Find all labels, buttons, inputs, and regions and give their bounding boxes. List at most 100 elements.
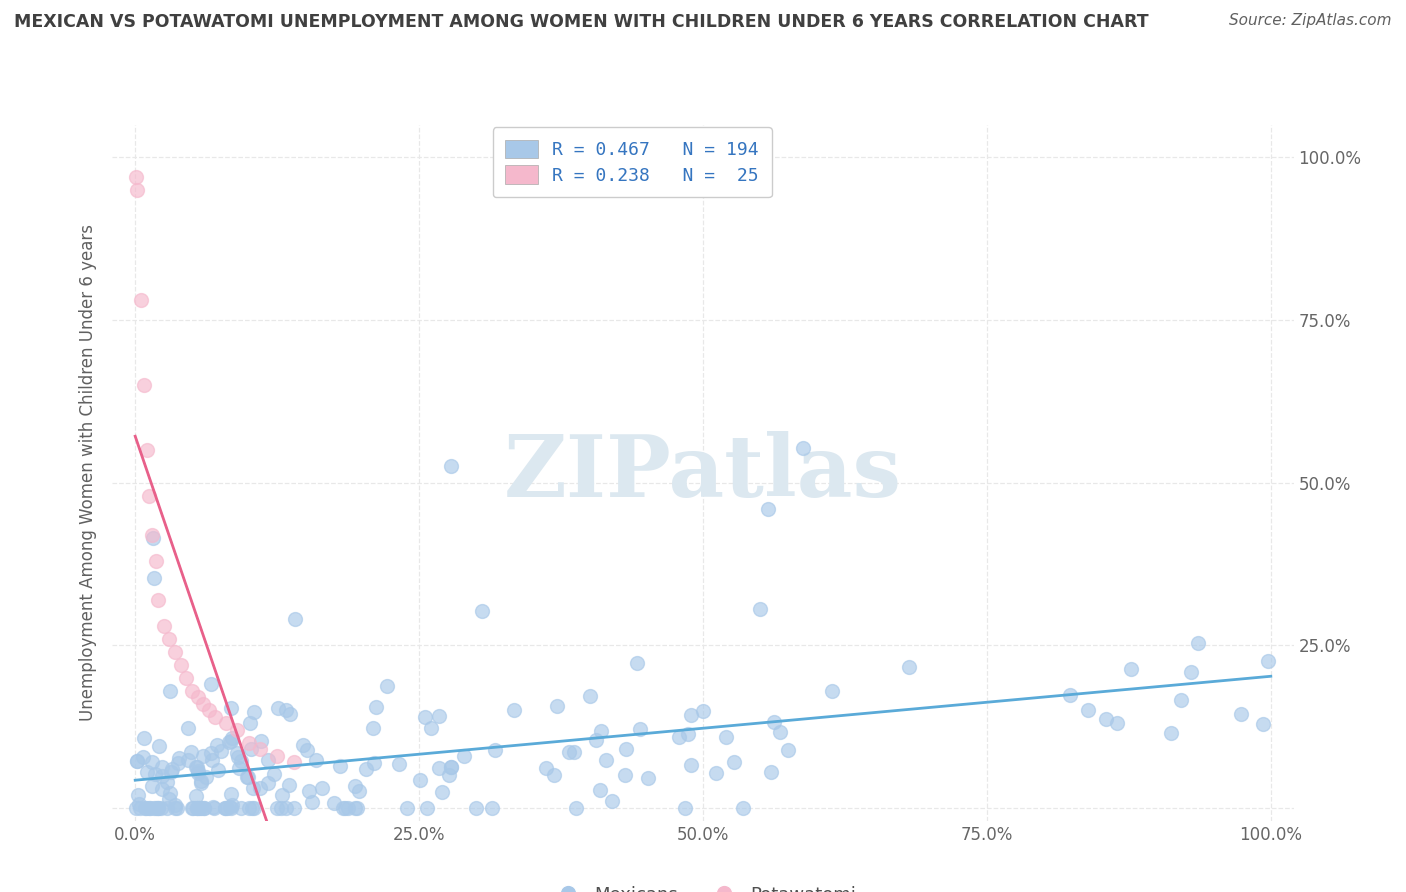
Point (186, 760, 208, 774)
Point (356, 762, 378, 776)
Point (129, 800, 152, 814)
Point (242, 705, 264, 719)
Point (221, 798, 243, 813)
Point (135, 442, 157, 457)
Point (134, 800, 156, 814)
Point (759, 765, 782, 780)
Point (187, 800, 209, 814)
Point (215, 800, 238, 814)
Point (589, 723, 612, 738)
Point (427, 761, 450, 775)
Point (263, 767, 285, 781)
Point (186, 760, 208, 774)
Point (464, 800, 486, 814)
Point (194, 770, 217, 784)
Point (305, 753, 328, 767)
Point (163, 800, 186, 814)
Point (278, 707, 301, 722)
Point (193, 800, 215, 814)
Point (236, 771, 259, 785)
Point (187, 690, 209, 704)
Point (159, 684, 181, 698)
Point (1107, 716, 1129, 731)
Point (226, 723, 249, 737)
Point (343, 779, 366, 793)
Point (440, 459, 463, 474)
Point (471, 603, 494, 617)
Point (236, 770, 259, 784)
Point (150, 759, 173, 773)
Point (148, 739, 170, 753)
Point (200, 746, 222, 760)
Point (200, 677, 222, 691)
Point (150, 782, 173, 797)
Point (1170, 692, 1192, 706)
Point (626, 657, 648, 671)
Point (136, 764, 159, 779)
Point (546, 698, 568, 713)
Point (283, 800, 305, 814)
Point (157, 632, 180, 646)
Point (349, 784, 371, 798)
Point (681, 758, 703, 772)
Point (141, 779, 163, 793)
Point (148, 800, 170, 814)
Point (190, 776, 212, 790)
Point (186, 800, 208, 814)
Point (585, 732, 607, 747)
Point (1059, 688, 1081, 702)
Point (600, 794, 623, 808)
Point (181, 683, 204, 698)
Point (226, 747, 249, 761)
Point (323, 797, 346, 811)
Point (221, 800, 243, 814)
Point (723, 755, 745, 769)
Point (1119, 662, 1142, 676)
Y-axis label: Unemployment Among Women with Children Under 6 years: Unemployment Among Women with Children U… (79, 224, 97, 722)
Point (177, 721, 200, 735)
Point (344, 800, 367, 814)
Point (673, 800, 696, 814)
Point (201, 799, 224, 814)
Point (1257, 655, 1279, 669)
Point (186, 800, 208, 814)
Point (329, 759, 352, 773)
Point (141, 527, 163, 541)
Point (214, 800, 236, 814)
Point (714, 731, 737, 745)
Point (298, 784, 321, 798)
Point (363, 756, 385, 770)
Point (769, 725, 792, 739)
Point (375, 679, 398, 693)
Point (167, 750, 190, 764)
Point (163, 798, 186, 813)
Point (142, 531, 165, 545)
Point (762, 715, 785, 730)
Point (578, 690, 600, 704)
Point (187, 765, 209, 780)
Point (748, 601, 770, 615)
Point (432, 785, 454, 799)
Point (181, 800, 204, 814)
Point (219, 799, 242, 814)
Text: Source: ZipAtlas.com: Source: ZipAtlas.com (1229, 13, 1392, 29)
Point (336, 800, 359, 814)
Point (692, 704, 714, 718)
Point (228, 761, 250, 775)
Point (415, 710, 437, 724)
Point (186, 789, 208, 803)
Point (198, 703, 221, 717)
Point (141, 755, 163, 769)
Point (134, 378, 156, 392)
Point (249, 742, 271, 756)
Point (536, 761, 558, 775)
Point (238, 736, 260, 750)
Point (361, 722, 384, 736)
Point (440, 760, 463, 774)
Point (333, 800, 356, 814)
Point (143, 767, 166, 781)
Point (898, 660, 921, 674)
Point (311, 780, 333, 795)
Point (437, 768, 460, 782)
Point (453, 749, 475, 764)
